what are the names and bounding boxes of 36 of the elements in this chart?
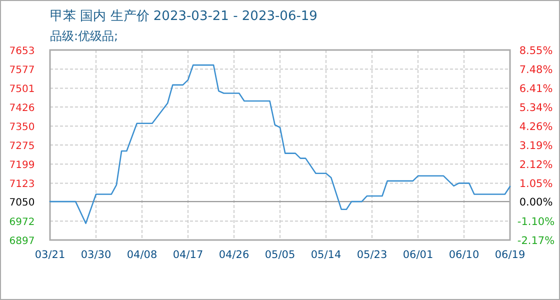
y2-tick-label: 2.12% [519,158,553,171]
y-tick-label: 7123 [9,179,35,190]
y2-tick-label: 7.48% [519,64,553,76]
y2-tick-label: 1.05% [519,178,553,190]
y2-tick-label: -1.10% [517,216,555,228]
y2-tick-label: 5.34% [519,102,553,114]
x-tick-label: 03/30 [80,249,112,261]
x-tick-label: 05/23 [356,249,388,261]
x-tick-label: 04/26 [218,249,250,261]
line-series [49,64,511,224]
y2-tick-label: 8.55% [519,45,553,57]
y2-tick-label: 6.41% [519,82,553,95]
x-tick-label: 03/21 [34,249,66,261]
y-tick-label: 7501 [9,84,35,96]
x-tick-label: 05/14 [310,249,342,261]
y2-tick-label: -2.17% [517,235,555,247]
y-tick-label: 7577 [9,65,35,76]
y-tick-label: 7199 [9,160,35,172]
x-tick-label: 05/05 [264,249,296,261]
y-tick-label: 7350 [9,122,35,134]
x-tick-label: 04/08 [126,249,158,261]
y2-tick-label: 4.26% [519,121,553,134]
x-tick-label: 06/19 [494,249,526,261]
y-tick-label: 7050 [9,198,35,209]
x-tick-label: 04/17 [172,249,204,261]
chart-subtitle: 品级:优级品; [50,29,118,43]
y2-tick-label: 3.19% [519,140,553,152]
x-tick-label: 06/01 [402,249,434,261]
y-tick-label: 7653 [9,46,35,57]
y-tick-label: 7426 [9,103,35,114]
chart-title: 甲苯 国内 生产价 2023-03-21 - 2023-06-19 [50,9,318,24]
y-tick-label: 7275 [9,141,35,152]
y2-tick-label: 0.00% [519,196,553,209]
x-tick-label: 06/10 [448,249,480,261]
y-tick-label: 6972 [9,217,35,228]
y-tick-label: 6897 [9,236,35,247]
